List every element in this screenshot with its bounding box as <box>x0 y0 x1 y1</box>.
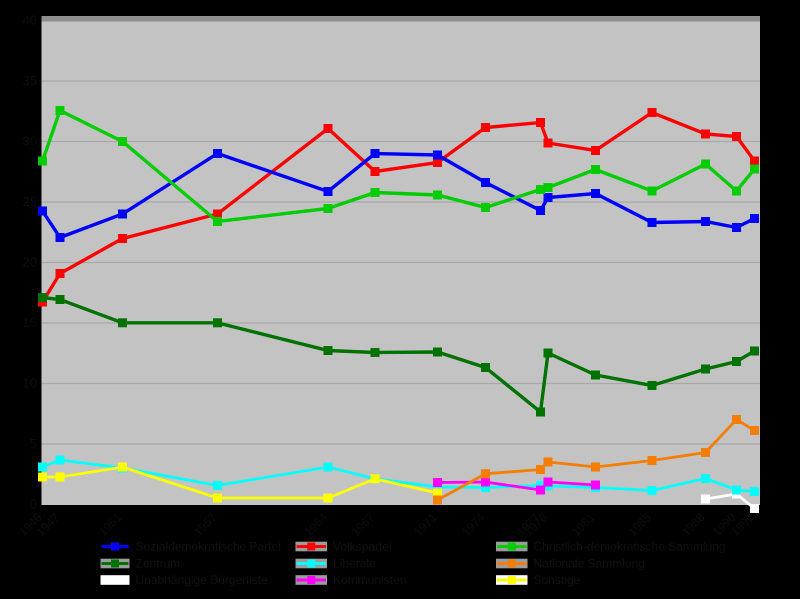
svg-text:40: 40 <box>23 13 37 28</box>
svg-text:20: 20 <box>23 255 37 270</box>
svg-text:Christlich-demokratische Samml: Christlich-demokratische Sammlung <box>534 540 726 554</box>
svg-text:Sonstige: Sonstige <box>534 573 581 587</box>
svg-text:Nationale Sammlung: Nationale Sammlung <box>534 557 645 571</box>
svg-text:Kommunisten: Kommunisten <box>333 573 406 587</box>
svg-text:Volkspartei: Volkspartei <box>333 540 392 554</box>
svg-text:Unabhängige Bürgerliste: Unabhängige Bürgerliste <box>136 573 268 587</box>
svg-text:Liberale: Liberale <box>333 557 376 571</box>
svg-text:25: 25 <box>23 194 37 209</box>
svg-text:10: 10 <box>23 376 37 391</box>
svg-text:Zentrum: Zentrum <box>136 557 181 571</box>
svg-text:Sozialdemokratische Partei: Sozialdemokratische Partei <box>136 540 281 554</box>
svg-text:30: 30 <box>23 134 37 149</box>
svg-text:35: 35 <box>23 73 37 88</box>
svg-text:5: 5 <box>30 436 37 451</box>
svg-text:15: 15 <box>23 315 37 330</box>
svg-text:0: 0 <box>30 497 37 512</box>
